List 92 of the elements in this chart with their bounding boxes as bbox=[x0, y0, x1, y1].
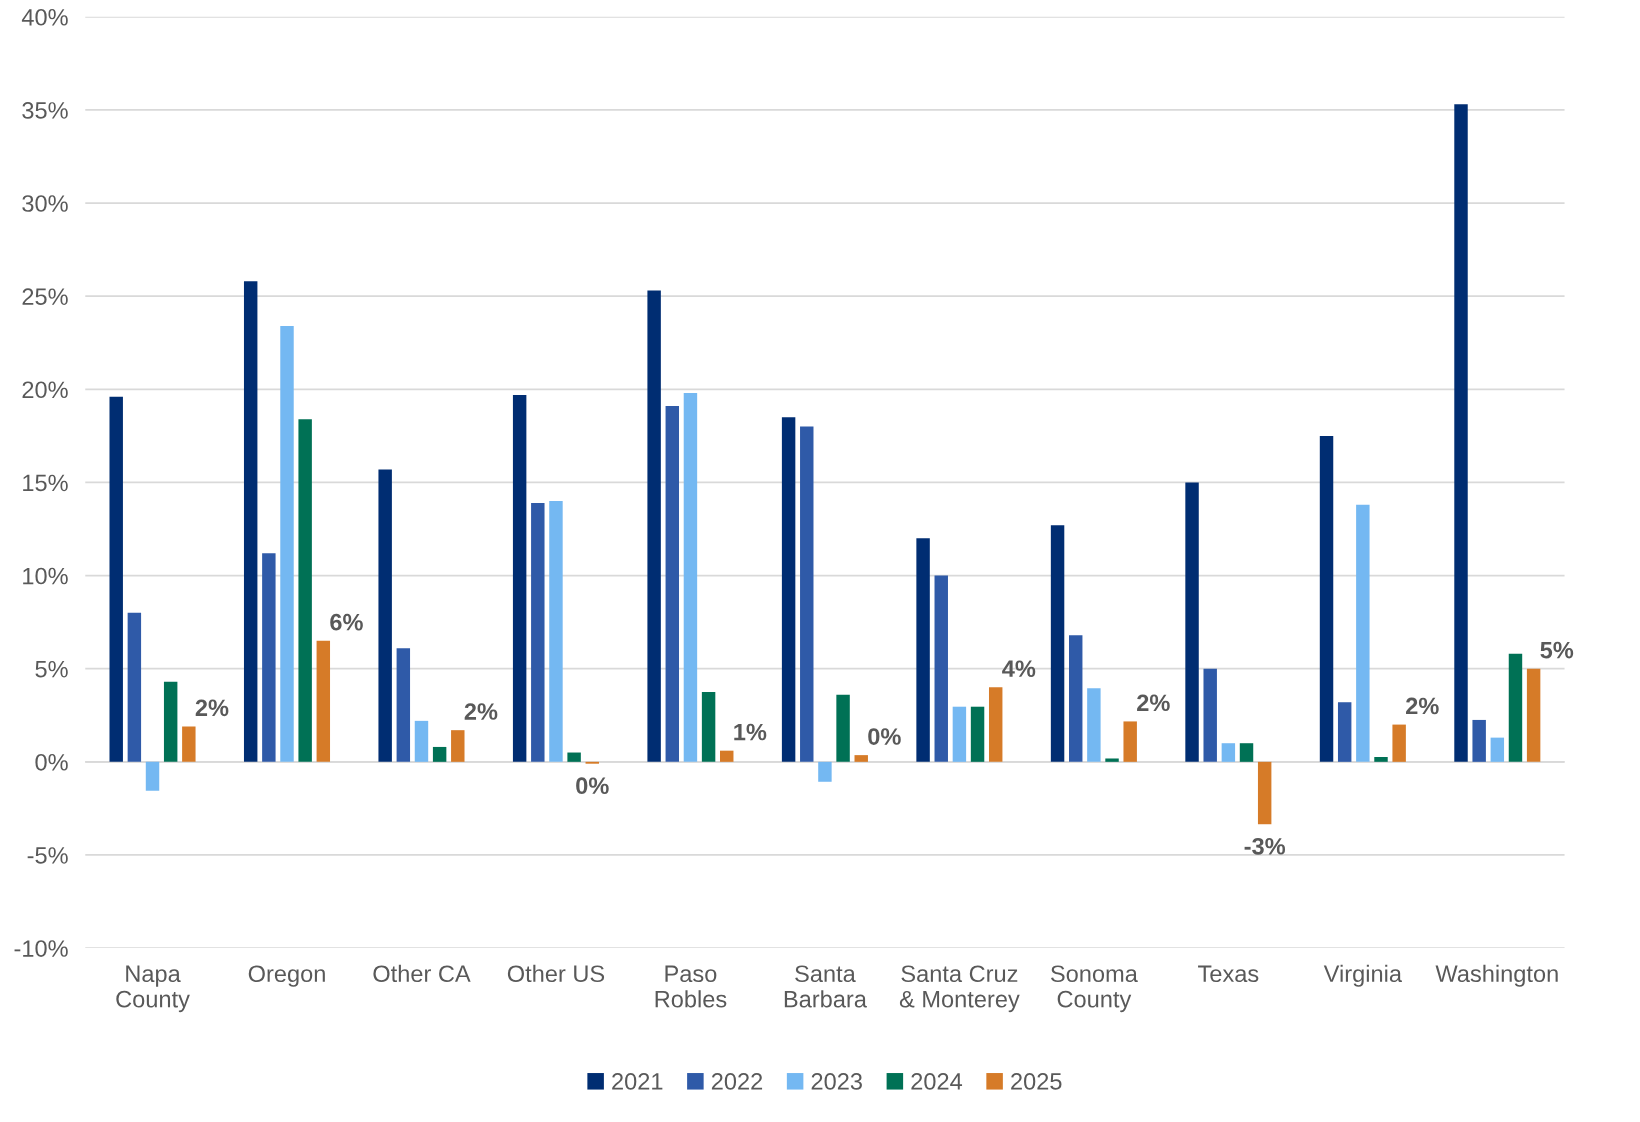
bar bbox=[1069, 635, 1083, 762]
data-label: 2% bbox=[464, 703, 498, 720]
y-tick-label: 30% bbox=[22, 195, 68, 212]
data-label: 2% bbox=[1406, 697, 1439, 715]
legend-label: 2022 bbox=[711, 1073, 763, 1090]
bar bbox=[280, 326, 294, 762]
bar bbox=[145, 761, 160, 791]
bar bbox=[1123, 721, 1137, 762]
y-tick-label: 25% bbox=[22, 288, 68, 305]
bar bbox=[549, 501, 563, 762]
bar bbox=[316, 640, 331, 762]
bar bbox=[451, 730, 465, 762]
bar bbox=[512, 394, 527, 762]
bar bbox=[378, 469, 392, 762]
y-tick-label: 20% bbox=[22, 381, 68, 399]
bar bbox=[818, 761, 832, 782]
data-label: 5% bbox=[1540, 641, 1574, 659]
y-tick-label: 35% bbox=[22, 102, 68, 119]
bar bbox=[1319, 435, 1334, 762]
bar bbox=[1105, 758, 1119, 762]
bar bbox=[414, 720, 429, 762]
bar bbox=[1050, 525, 1065, 762]
y-tick-label: 5% bbox=[35, 660, 68, 678]
bar bbox=[1472, 719, 1486, 762]
y-tick-label: 15% bbox=[23, 474, 68, 492]
x-tick-label: Paso Robles bbox=[655, 965, 727, 1008]
data-label: -3% bbox=[1244, 837, 1286, 855]
bar bbox=[1087, 688, 1101, 762]
bar bbox=[1490, 737, 1505, 762]
x-tick-label: Santa Barbara bbox=[784, 965, 867, 1008]
data-label: 0% bbox=[868, 728, 901, 745]
y-tick-label: -5% bbox=[27, 847, 68, 864]
y-tick-label: 10% bbox=[23, 567, 68, 585]
bar bbox=[934, 575, 948, 762]
bar bbox=[1508, 653, 1523, 762]
bar bbox=[163, 681, 178, 762]
bar bbox=[1257, 761, 1272, 825]
bar bbox=[1337, 702, 1352, 762]
bar bbox=[1239, 743, 1254, 762]
x-tick-label: Napa County bbox=[116, 965, 190, 1013]
bar bbox=[683, 393, 698, 762]
x-tick-label: Washington bbox=[1435, 964, 1558, 987]
data-label: 2% bbox=[195, 699, 229, 717]
bar bbox=[567, 752, 581, 762]
legend-label: 2023 bbox=[811, 1073, 862, 1090]
legend-label: 2025 bbox=[1011, 1073, 1062, 1090]
bar bbox=[916, 538, 930, 762]
bar bbox=[1185, 482, 1199, 762]
bar bbox=[396, 648, 411, 762]
data-label: 4% bbox=[1002, 660, 1036, 678]
bar bbox=[127, 612, 142, 762]
bar bbox=[988, 687, 1003, 762]
data-label: 2% bbox=[1137, 694, 1170, 712]
y-tick-label: -10% bbox=[14, 940, 68, 957]
bar bbox=[970, 706, 985, 762]
legend-label: 2024 bbox=[911, 1073, 963, 1090]
bar bbox=[109, 396, 123, 762]
bar bbox=[800, 426, 814, 762]
bar bbox=[720, 750, 734, 762]
data-label: 6% bbox=[330, 613, 363, 631]
x-tick-label: Other US bbox=[507, 964, 605, 983]
bar bbox=[952, 706, 967, 762]
x-tick-label: Other CA bbox=[373, 964, 471, 983]
data-label: 0% bbox=[576, 777, 609, 795]
bar bbox=[298, 419, 312, 762]
x-tick-label: Sonoma County bbox=[1050, 965, 1138, 1013]
bar bbox=[531, 502, 545, 762]
x-tick-label: Virginia bbox=[1323, 964, 1402, 987]
bar bbox=[262, 553, 276, 762]
bar bbox=[701, 691, 716, 762]
bar bbox=[854, 755, 868, 762]
x-tick-label: Texas bbox=[1198, 965, 1259, 983]
bar bbox=[1454, 104, 1468, 762]
bar bbox=[243, 281, 258, 762]
legend-label: 2021 bbox=[612, 1073, 663, 1090]
bar bbox=[1356, 504, 1370, 762]
x-tick-label: Oregon bbox=[248, 965, 325, 987]
bar bbox=[1526, 668, 1541, 762]
bar bbox=[432, 746, 447, 762]
x-tick-label: Santa Cruz & Monterey bbox=[899, 965, 1020, 1013]
y-tick-label: 40% bbox=[21, 8, 68, 26]
data-label: 1% bbox=[734, 723, 767, 741]
bar bbox=[1203, 668, 1217, 762]
bar bbox=[665, 406, 680, 762]
bar bbox=[1374, 757, 1388, 762]
bar bbox=[182, 726, 196, 762]
bar bbox=[1392, 724, 1406, 762]
bar bbox=[781, 417, 796, 762]
bar bbox=[647, 290, 661, 762]
y-tick-label: 0% bbox=[35, 753, 68, 771]
bar bbox=[1221, 743, 1236, 762]
bar bbox=[836, 694, 850, 762]
